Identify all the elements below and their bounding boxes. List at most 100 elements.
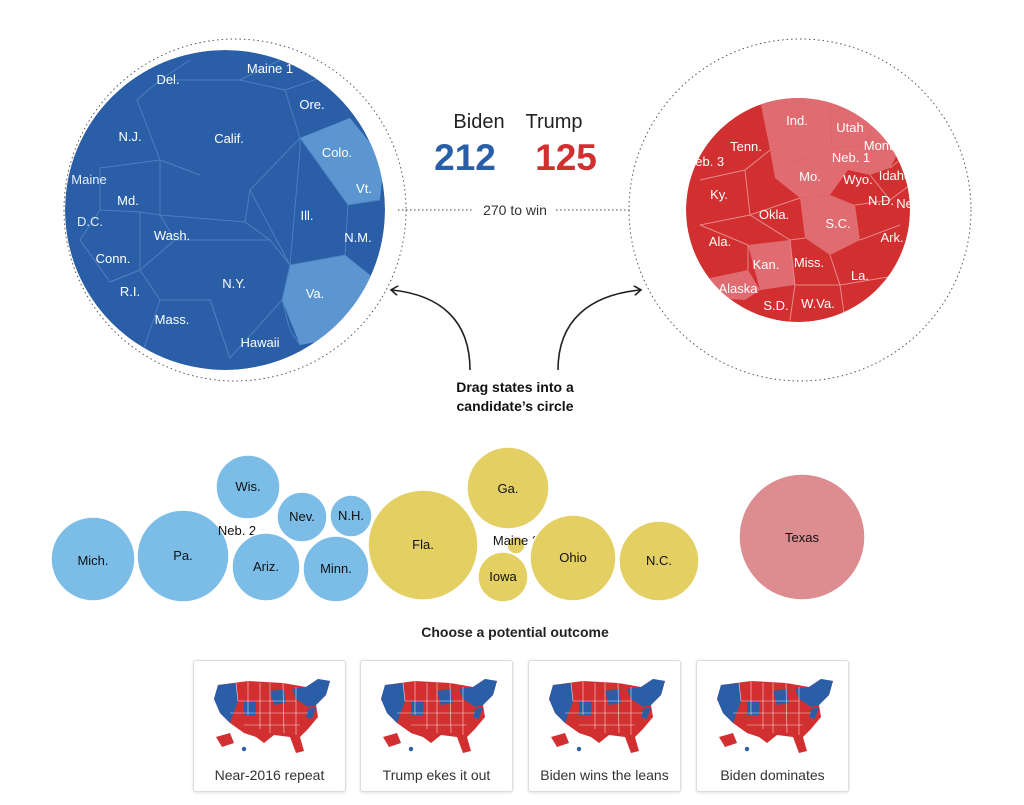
biden-state-label: Colo. xyxy=(322,145,352,160)
biden-state-label: Del. xyxy=(156,72,179,87)
tossup-label: Ohio xyxy=(559,550,586,565)
tossup-label: Ariz. xyxy=(253,559,279,574)
tossup-bubble[interactable] xyxy=(738,473,866,601)
to-win-label: 270 to win xyxy=(483,202,547,218)
us-map-icon xyxy=(208,673,333,755)
trump-state-label: S.C. xyxy=(825,216,850,231)
trump-circle[interactable] xyxy=(686,96,912,322)
biden-state-label: Maine 1 xyxy=(247,61,293,76)
tossup-label: Wis. xyxy=(235,479,260,494)
drag-instruction-line1: Drag states into a xyxy=(456,379,574,395)
outcome-label: Trump ekes it out xyxy=(382,767,491,783)
trump-state-label: N.D. xyxy=(868,193,894,208)
biden-state-label: Ore. xyxy=(299,97,324,112)
tossup-label: Fla. xyxy=(412,537,434,552)
us-map-icon xyxy=(711,673,836,755)
biden-state-label: R.I. xyxy=(120,284,140,299)
trump-state-label: Tenn. xyxy=(730,139,762,154)
tossup-bubble[interactable] xyxy=(231,532,301,602)
trump-state-label: Utah xyxy=(836,120,863,135)
trump-state-label: S.D. xyxy=(763,298,788,313)
tossup-bubble[interactable] xyxy=(136,509,230,603)
outcome-label: Biden dominates xyxy=(720,767,825,783)
trump-state-label: Ky. xyxy=(710,187,728,202)
tossup-label: Minn. xyxy=(320,561,352,576)
tossup-bubble[interactable] xyxy=(329,494,373,538)
biden-state-label: D.C. xyxy=(77,214,103,229)
outcome-card-biden-leans[interactable]: Biden wins the leans xyxy=(528,660,681,792)
outcome-label: Near-2016 repeat xyxy=(214,767,325,783)
tossup-label: Ga. xyxy=(498,481,519,496)
drag-instruction-line2: candidate’s circle xyxy=(457,398,574,414)
outcome-card-near-2016[interactable]: Near-2016 repeat xyxy=(193,660,346,792)
tossup-bubble[interactable] xyxy=(276,491,328,543)
biden-state-label: Ill. xyxy=(301,208,314,223)
trump-state-label: Neb. xyxy=(896,196,923,211)
tossup-label: Mich. xyxy=(77,553,108,568)
biden-state-label: N.J. xyxy=(118,129,141,144)
trump-cell-kan[interactable] xyxy=(748,240,795,290)
trump-state-label: Ark. xyxy=(880,230,903,245)
outcome-card-trump-ekes[interactable]: Trump ekes it out xyxy=(360,660,513,792)
trump-cell-alaska[interactable] xyxy=(710,270,760,300)
trump-state-label: Alaska xyxy=(718,281,758,296)
tossup-label: Maine 2 xyxy=(493,533,539,548)
biden-state-label: Mass. xyxy=(155,312,190,327)
tossup-label: Nev. xyxy=(289,509,315,524)
tossup-label: Texas xyxy=(785,530,819,545)
tossup-bubble[interactable] xyxy=(50,516,136,602)
us-map-icon xyxy=(375,673,500,755)
biden-state-label: Maine xyxy=(71,172,106,187)
tossup-bubble[interactable] xyxy=(618,520,700,602)
trump-state-label: Ind. xyxy=(786,113,808,128)
biden-name: Biden xyxy=(453,111,504,133)
tossup-label: Iowa xyxy=(489,569,517,584)
trump-cell-sc[interactable] xyxy=(800,195,860,255)
trump-cell-neb1[interactable] xyxy=(832,145,890,175)
trump-state-label: Miss. xyxy=(794,255,824,270)
trump-cell-ind[interactable] xyxy=(760,96,832,162)
outcome-label: Biden wins the leans xyxy=(540,767,669,783)
biden-state-label: Va. xyxy=(306,286,325,301)
biden-state-label: N.Y. xyxy=(222,276,246,291)
trump-state-label: La. xyxy=(851,268,869,283)
biden-votes: 212 xyxy=(434,137,496,178)
trump-state-label: W.Va. xyxy=(801,296,835,311)
biden-state-label: Calif. xyxy=(214,131,244,146)
trump-state-label: Idaho xyxy=(879,168,912,183)
us-map-icon xyxy=(543,673,668,755)
trump-state-label: Neb. 3 xyxy=(686,154,724,169)
tossup-bubble[interactable] xyxy=(302,535,370,603)
trump-state-label: Okla. xyxy=(759,207,789,222)
trump-votes: 125 xyxy=(535,137,597,178)
biden-state-label: Conn. xyxy=(96,251,131,266)
tossup-label: Neb. 2 xyxy=(218,523,256,538)
arrow-to-biden-icon xyxy=(392,290,471,371)
biden-state-label: Vt. xyxy=(356,181,372,196)
biden-state-label: Wash. xyxy=(154,228,190,243)
tossup-bubble[interactable] xyxy=(529,514,617,602)
biden-state-label: Md. xyxy=(117,193,139,208)
trump-state-label: Kan. xyxy=(753,257,780,272)
choose-outcome-heading: Choose a potential outcome xyxy=(421,624,609,640)
trump-state-label: Wyo. xyxy=(843,172,873,187)
trump-state-label: Ala. xyxy=(709,234,731,249)
outcome-card-biden-dominates[interactable]: Biden dominates xyxy=(696,660,849,792)
trump-state-label: Mont. xyxy=(864,138,897,153)
biden-state-label: N.M. xyxy=(344,230,371,245)
tossup-bubble[interactable] xyxy=(215,454,281,520)
trump-state-label: Neb. 1 xyxy=(832,150,870,165)
arrow-to-trump-icon xyxy=(557,290,640,371)
tossup-label: N.C. xyxy=(646,553,672,568)
tossup-bubble[interactable] xyxy=(367,489,479,601)
tossup-bubble[interactable] xyxy=(506,535,526,555)
tossup-bubble[interactable] xyxy=(466,446,550,530)
biden-circle[interactable] xyxy=(65,50,385,370)
trump-cell-mo[interactable] xyxy=(770,148,848,198)
trump-name: Trump xyxy=(525,111,582,133)
tossup-bubble[interactable] xyxy=(477,551,529,603)
biden-cell-colo[interactable] xyxy=(300,118,384,205)
tossup-label: N.H. xyxy=(338,508,364,523)
trump-state-label: Mo. xyxy=(799,169,821,184)
